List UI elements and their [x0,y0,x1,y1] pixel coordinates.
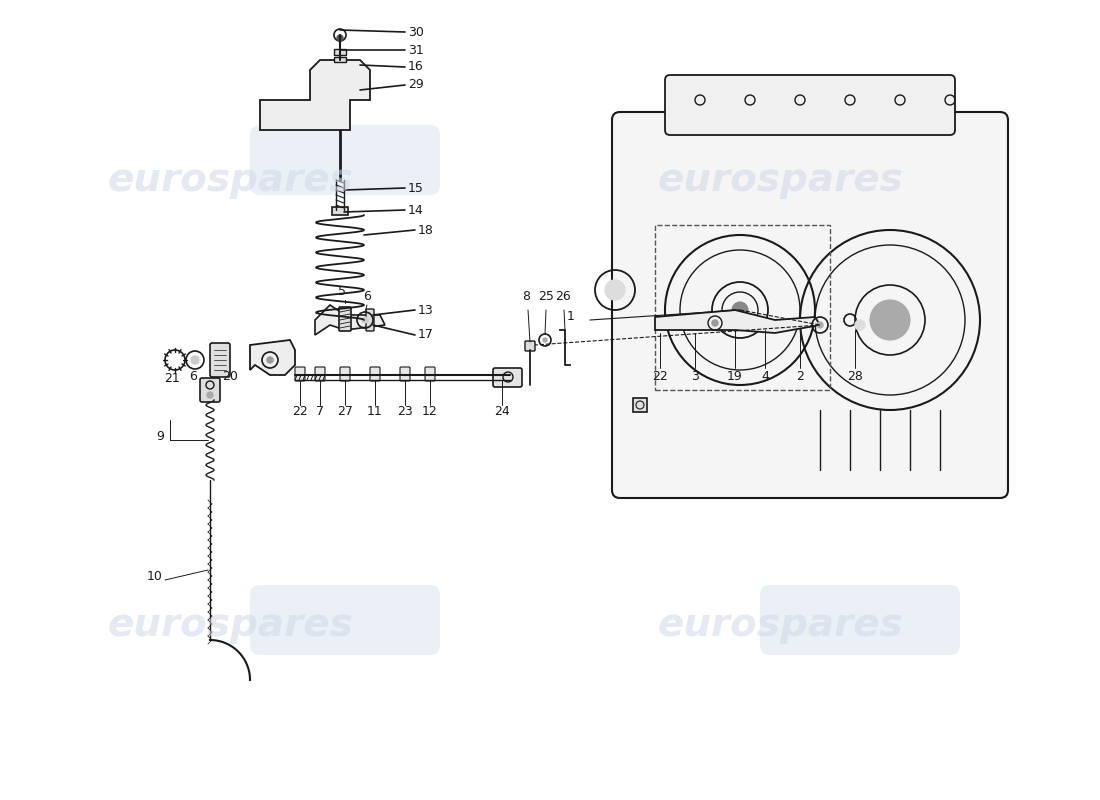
Circle shape [605,280,625,300]
Text: 31: 31 [408,43,424,57]
FancyBboxPatch shape [366,309,374,331]
Circle shape [817,322,823,328]
Circle shape [732,302,748,318]
Text: 13: 13 [418,303,433,317]
FancyBboxPatch shape [760,125,960,195]
FancyBboxPatch shape [210,343,230,377]
Text: 6: 6 [363,290,371,303]
Circle shape [337,35,343,41]
Polygon shape [315,305,385,335]
Text: 14: 14 [408,203,424,217]
Text: 5: 5 [338,285,346,298]
FancyBboxPatch shape [425,367,435,381]
Text: 28: 28 [847,370,862,383]
Circle shape [870,300,910,340]
Text: 1: 1 [568,310,575,323]
FancyBboxPatch shape [525,341,535,351]
FancyBboxPatch shape [334,57,346,62]
Text: eurospares: eurospares [657,606,903,644]
Text: eurospares: eurospares [107,161,353,199]
Text: 6: 6 [189,370,197,383]
Text: 2: 2 [796,370,804,383]
FancyBboxPatch shape [332,207,348,215]
FancyBboxPatch shape [315,367,324,381]
Polygon shape [250,340,295,375]
Text: 9: 9 [156,430,164,443]
FancyBboxPatch shape [493,368,522,387]
FancyBboxPatch shape [339,307,351,331]
Text: 18: 18 [418,223,433,237]
FancyBboxPatch shape [334,49,346,55]
Text: 29: 29 [408,78,424,91]
FancyBboxPatch shape [370,367,379,381]
Circle shape [207,392,213,398]
Text: 30: 30 [408,26,424,38]
FancyBboxPatch shape [760,585,960,655]
Text: 7: 7 [316,405,324,418]
Text: 19: 19 [727,370,742,383]
FancyBboxPatch shape [612,112,1008,498]
FancyBboxPatch shape [200,378,220,402]
Circle shape [712,320,718,326]
Text: 4: 4 [761,370,769,383]
FancyBboxPatch shape [400,367,410,381]
Text: 22: 22 [293,405,308,418]
FancyBboxPatch shape [295,367,305,381]
Circle shape [362,317,369,323]
Text: eurospares: eurospares [657,161,903,199]
Text: 17: 17 [418,329,433,342]
Text: 16: 16 [408,61,424,74]
FancyBboxPatch shape [666,75,955,135]
FancyBboxPatch shape [250,125,440,195]
Polygon shape [654,310,820,333]
Text: 25: 25 [538,290,554,303]
Circle shape [191,356,199,364]
Text: eurospares: eurospares [107,606,353,644]
Text: 21: 21 [164,372,180,385]
FancyBboxPatch shape [250,585,440,655]
Text: 10: 10 [147,570,163,583]
Text: 23: 23 [397,405,412,418]
Circle shape [855,320,865,330]
Circle shape [267,357,273,363]
Text: 3: 3 [691,370,698,383]
Circle shape [543,338,547,342]
Text: 20: 20 [222,370,238,383]
Text: 8: 8 [522,290,530,303]
Bar [654,225,830,390]
Text: 11: 11 [367,405,383,418]
Text: 27: 27 [337,405,353,418]
Text: 22: 22 [652,370,668,383]
FancyBboxPatch shape [340,367,350,381]
Text: 15: 15 [408,182,424,194]
Polygon shape [260,60,370,130]
Text: 12: 12 [422,405,438,418]
FancyBboxPatch shape [632,398,647,412]
Text: 24: 24 [494,405,510,418]
Text: 26: 26 [556,290,571,303]
